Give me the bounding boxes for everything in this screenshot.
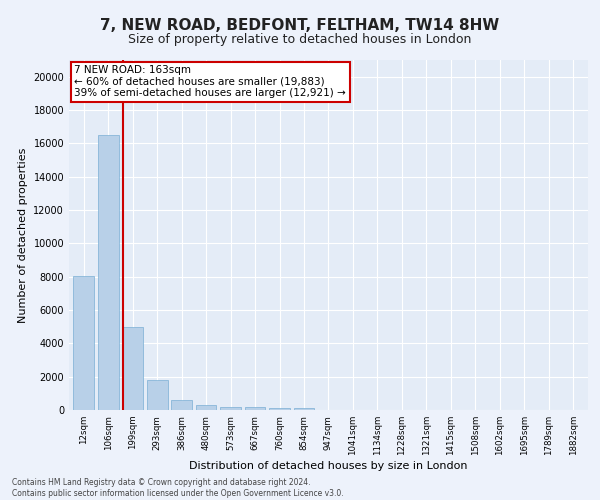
X-axis label: Distribution of detached houses by size in London: Distribution of detached houses by size … bbox=[189, 461, 468, 471]
Bar bbox=[73, 276, 94, 410]
Bar bbox=[269, 408, 290, 410]
Bar bbox=[98, 135, 119, 410]
Text: Contains HM Land Registry data © Crown copyright and database right 2024.
Contai: Contains HM Land Registry data © Crown c… bbox=[12, 478, 344, 498]
Bar bbox=[196, 405, 217, 410]
Bar bbox=[122, 326, 143, 410]
Bar bbox=[220, 406, 241, 410]
Text: Size of property relative to detached houses in London: Size of property relative to detached ho… bbox=[128, 32, 472, 46]
Y-axis label: Number of detached properties: Number of detached properties bbox=[18, 148, 28, 322]
Bar bbox=[171, 400, 192, 410]
Text: 7, NEW ROAD, BEDFONT, FELTHAM, TW14 8HW: 7, NEW ROAD, BEDFONT, FELTHAM, TW14 8HW bbox=[100, 18, 500, 32]
Bar bbox=[147, 380, 167, 410]
Bar bbox=[245, 408, 265, 410]
Text: 7 NEW ROAD: 163sqm
← 60% of detached houses are smaller (19,883)
39% of semi-det: 7 NEW ROAD: 163sqm ← 60% of detached hou… bbox=[74, 66, 346, 98]
Bar bbox=[293, 408, 314, 410]
